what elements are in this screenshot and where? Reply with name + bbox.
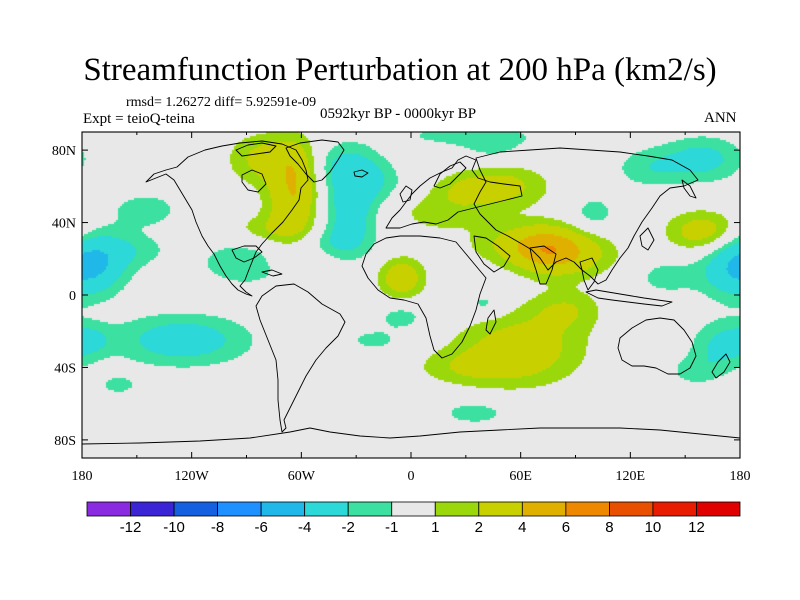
colorbar-swatch: [130, 501, 175, 517]
coastlines: [82, 139, 740, 445]
colorbar-swatch: [434, 501, 480, 517]
coastline-kamchatka: [681, 179, 697, 199]
x-tick-label: 180: [72, 469, 93, 484]
experiment-label: Expt = teioQ-teina: [83, 111, 195, 127]
x-tick-label: 60W: [288, 469, 316, 484]
period-label: 0592kyr BP - 0000kyr BP: [320, 106, 477, 122]
x-tick-label: 120E: [616, 469, 646, 484]
colorbar-label: 8: [605, 519, 613, 536]
coastline-cuba: [261, 269, 283, 277]
coastline-north-america: [145, 140, 309, 297]
colorbar-swatch: [478, 501, 523, 517]
y-tick-label: 80N: [52, 144, 76, 159]
colorbar-swatch: [565, 501, 610, 517]
coastline-greenland: [285, 139, 345, 183]
coastline-antarctica: [82, 427, 740, 445]
colorbar-label: 2: [475, 519, 483, 536]
colorbar-swatch: [347, 501, 393, 517]
chart-title: Streamfunction Perturbation at 200 hPa (…: [83, 52, 717, 88]
coastline-scandinavia: [433, 161, 467, 189]
y-tick-label: 0: [69, 289, 76, 304]
colorbar: -12 -10 -8 -6 -4 -2 -1 1 2 4 6 8 10 12: [86, 501, 741, 536]
colorbar-swatch: [86, 501, 131, 517]
colorbar-swatch: [609, 501, 654, 517]
coastline-iceland: [353, 169, 369, 178]
y-tick-label: 80S: [54, 434, 76, 449]
streamfunction-field: [82, 132, 740, 458]
colorbar-swatch: [217, 501, 262, 517]
coastline-europe: [385, 155, 523, 229]
colorbar-label: 12: [688, 519, 705, 536]
colorbar-swatch: [391, 501, 436, 517]
coastline-australia: [617, 317, 697, 375]
coastline-hudson-bay: [241, 169, 267, 193]
coastline-asia: [473, 147, 699, 285]
coastline-arctic-islands: [235, 142, 277, 157]
colorbar-label: -8: [211, 519, 224, 536]
coastline-arabia: [473, 235, 511, 273]
y-tick-label: 40S: [54, 361, 76, 376]
coastline-india: [529, 245, 557, 285]
colorbar-label: -10: [163, 519, 185, 536]
coastline-south-america: [255, 283, 346, 433]
colorbar-label: 4: [518, 519, 526, 536]
colorbar-swatch: [521, 501, 567, 517]
map-axes: 180 120W 60W 0 60E 120E 180 80N 40N 0 40S 80S: [52, 132, 751, 484]
y-tick-label: 40N: [52, 217, 76, 232]
season-label: ANN: [704, 110, 737, 126]
colorbar-label: -6: [254, 519, 267, 536]
coastline-british-isles: [399, 185, 413, 203]
coastline-gulf-of-mexico: [231, 245, 263, 263]
colorbar-label: -2: [342, 519, 355, 536]
colorbar-label: 10: [645, 519, 662, 536]
colorbar-swatch: [652, 501, 697, 517]
colorbar-swatch: [696, 501, 741, 517]
coastline-africa: [361, 235, 487, 359]
colorbar-swatch: [260, 501, 306, 517]
coastline-indonesia: [585, 289, 673, 307]
colorbar-label: 6: [562, 519, 570, 536]
x-tick-label: 180: [730, 469, 751, 484]
colorbar-swatch: [304, 501, 349, 517]
colorbar-label: 1: [431, 519, 439, 536]
x-tick-label: 0: [408, 469, 415, 484]
coastline-madagascar: [485, 309, 497, 335]
colorbar-label: -12: [120, 519, 142, 536]
coastline-japan: [639, 227, 655, 251]
coastline-indochina: [579, 257, 599, 291]
colorbar-label: -4: [298, 519, 311, 536]
field-raster: [82, 132, 740, 458]
x-tick-label: 120W: [175, 469, 210, 484]
colorbar-label: -1: [385, 519, 398, 536]
coastline-new-zealand: [711, 353, 731, 379]
x-tick-label: 60E: [509, 469, 532, 484]
stats-text: rmsd= 1.26272 diff= 5.92591e-09: [126, 95, 317, 110]
colorbar-swatch: [173, 501, 218, 517]
